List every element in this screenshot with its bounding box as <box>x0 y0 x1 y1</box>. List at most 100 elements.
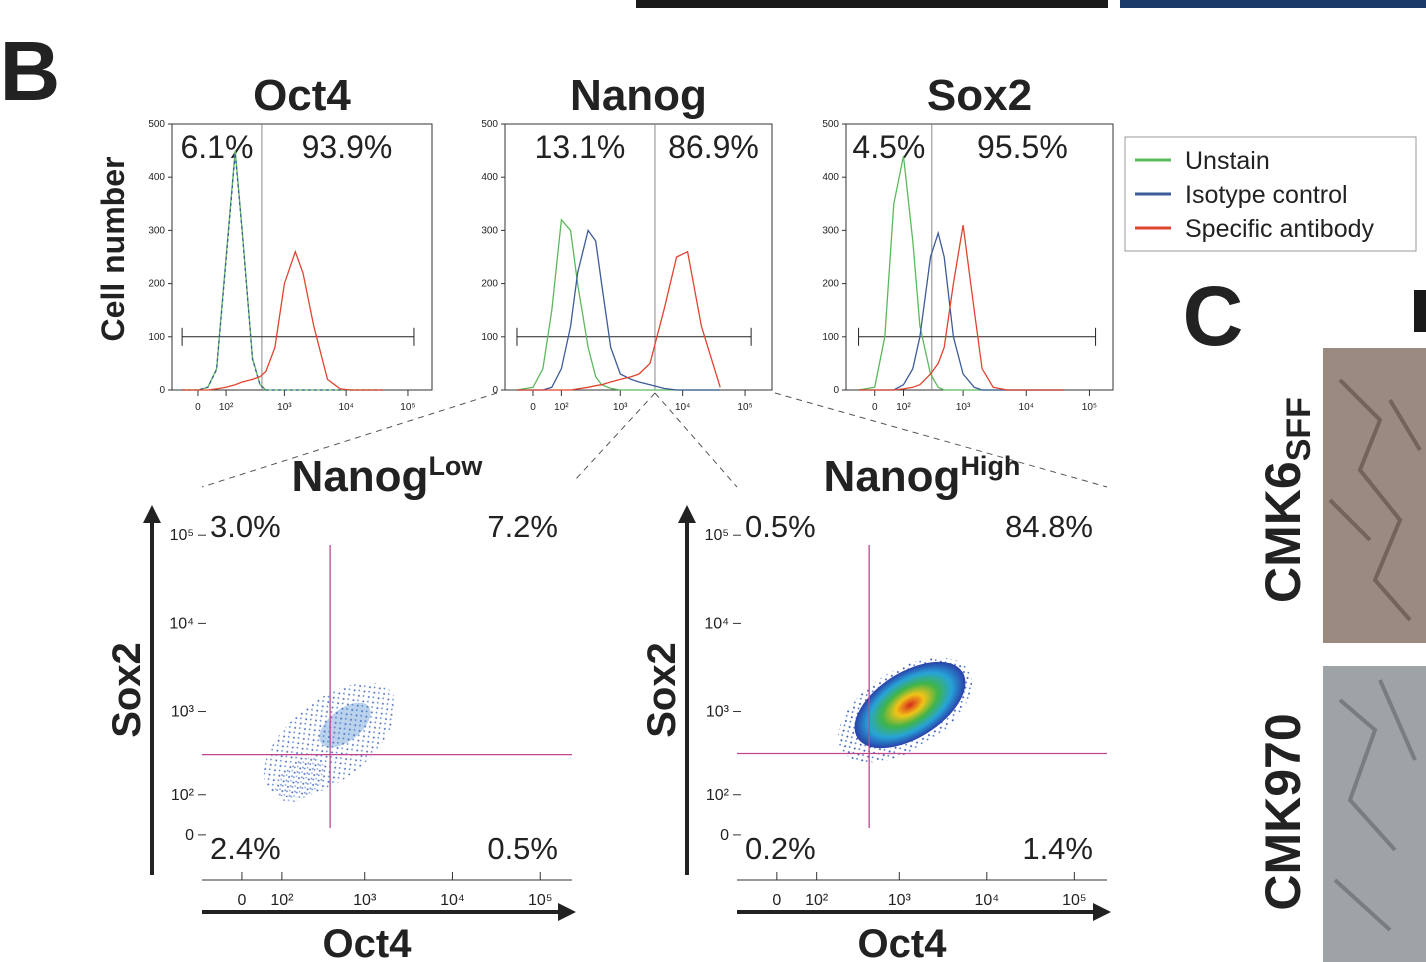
x-tick-label: 0 <box>237 892 246 909</box>
quadrant-percent: 0.5% <box>745 509 816 544</box>
arrow-head <box>1093 903 1111 921</box>
histogram-line <box>182 153 384 391</box>
row-label: CMK6SFF <box>1255 397 1318 603</box>
quadrant-percent: 2.4% <box>210 831 281 866</box>
y-tick-label: 400 <box>822 172 839 183</box>
x-tick-label: 10⁴ <box>1019 402 1034 413</box>
y-tick-label: 0 <box>185 827 194 844</box>
chart-title: Sox2 <box>927 71 1032 120</box>
legend-label: Unstain <box>1185 147 1270 175</box>
arrow-head <box>678 505 696 523</box>
y-tick-label: 10² <box>706 787 730 804</box>
y-tick-label: 300 <box>148 225 165 236</box>
legend-label: Specific antibody <box>1185 215 1375 243</box>
y-tick-label: 200 <box>148 279 165 290</box>
row-subscript: SFF <box>1280 397 1318 461</box>
panel-label-fragment <box>1414 290 1426 332</box>
y-tick-label: 10⁴ <box>169 615 194 632</box>
x-tick-label: 10⁵ <box>400 402 415 413</box>
y-axis-label: Sox2 <box>105 642 149 738</box>
title-superscript: High <box>960 451 1020 481</box>
dot-cloud <box>837 657 973 763</box>
y-tick-label: 100 <box>822 332 839 343</box>
y-tick-label: 500 <box>481 119 498 130</box>
photo <box>1323 348 1426 643</box>
y-tick-label: 300 <box>822 225 839 236</box>
histogram-line <box>516 218 721 391</box>
x-tick-label: 10² <box>805 892 829 909</box>
y-tick-label: 400 <box>481 172 498 183</box>
y-tick-label: 100 <box>148 332 165 343</box>
quadrant-percent: 84.8% <box>1005 509 1093 544</box>
histogram-line <box>182 150 384 391</box>
percent-label: 4.5% <box>852 129 925 165</box>
row-name: CMK6 <box>1255 461 1311 603</box>
histogram-line <box>517 228 721 391</box>
percent-label: 86.9% <box>668 129 759 165</box>
photo-detail <box>1333 679 1417 932</box>
top-bar <box>1120 0 1426 8</box>
arrow-head <box>143 505 161 523</box>
title-main: Nanog <box>292 452 429 501</box>
legend-items: Unstain Isotype control Specific antibody <box>1135 147 1375 243</box>
x-tick-label: 0 <box>772 892 781 909</box>
percent-label: 95.5% <box>977 129 1068 165</box>
y-axis-label: Cell number <box>95 157 131 342</box>
y-tick-label: 200 <box>822 279 839 290</box>
panel-label: C <box>1183 269 1244 363</box>
legend <box>1124 136 1417 252</box>
y-tick-label: 10⁴ <box>704 615 729 632</box>
x-tick-label: 10⁵ <box>1062 892 1086 909</box>
y-tick-label: 200 <box>481 279 498 290</box>
x-tick-label: 10² <box>554 402 569 413</box>
x-tick-label: 10² <box>219 402 234 413</box>
zoom-lines <box>201 392 1108 488</box>
arrow-head <box>558 903 576 921</box>
histogram-line <box>182 249 384 391</box>
y-axis-label: Sox2 <box>640 642 684 738</box>
chart-title: NanogHigh <box>824 451 1021 501</box>
chart-title: NanogLow <box>292 451 484 501</box>
x-tick-label: 10³ <box>888 892 912 909</box>
histogram-line <box>858 224 1065 391</box>
percent-label: 13.1% <box>535 129 626 165</box>
x-tick-label: 0 <box>872 402 878 413</box>
x-tick-label: 10⁵ <box>1082 402 1097 413</box>
panel-label: B <box>0 24 60 118</box>
quadrant-percent: 1.4% <box>1022 831 1093 866</box>
title-superscript: Low <box>428 451 483 481</box>
percent-label: 93.9% <box>302 129 393 165</box>
x-tick-label: 10² <box>896 402 911 413</box>
y-tick-label: 500 <box>822 119 839 130</box>
y-tick-label: 100 <box>481 332 498 343</box>
y-tick-label: 0 <box>720 827 729 844</box>
y-tick-label: 0 <box>159 385 165 396</box>
y-tick-label: 10³ <box>171 704 195 721</box>
histogram-line <box>858 230 1065 391</box>
y-tick-label: 10⁵ <box>170 527 194 544</box>
y-tick-label: 400 <box>148 172 165 183</box>
y-tick-label: 10⁵ <box>705 527 729 544</box>
quadrant-percent: 0.2% <box>745 831 816 866</box>
quadrant-percent: 3.0% <box>210 509 281 544</box>
photo-detail <box>1328 378 1422 622</box>
y-tick-label: 0 <box>833 385 839 396</box>
title-main: Nanog <box>824 452 961 501</box>
x-axis-label: Oct4 <box>323 922 413 962</box>
x-tick-label: 10³ <box>277 402 292 413</box>
x-tick-label: 10³ <box>956 402 971 413</box>
photo <box>1323 666 1426 962</box>
x-tick-label: 10² <box>270 892 294 909</box>
row-label: CMK970 <box>1255 713 1311 910</box>
quadrant-percent: 0.5% <box>487 831 558 866</box>
x-axis-label: Oct4 <box>858 922 948 962</box>
x-tick-label: 10³ <box>613 402 628 413</box>
top-bar <box>636 0 1108 8</box>
x-tick-label: 10⁴ <box>338 402 353 413</box>
chart-title: Nanog <box>570 71 707 120</box>
y-tick-label: 10² <box>171 787 195 804</box>
legend-label: Isotype control <box>1185 181 1348 209</box>
x-tick-label: 0 <box>195 402 201 413</box>
x-tick-label: 10⁴ <box>974 892 999 909</box>
y-tick-label: 500 <box>148 119 165 130</box>
